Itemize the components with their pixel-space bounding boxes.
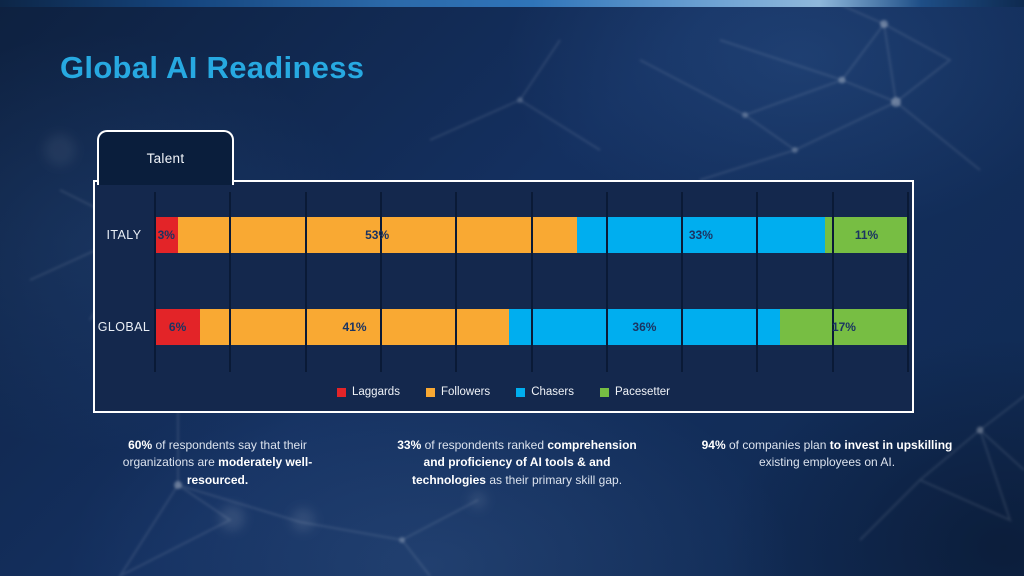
callout-text-bold: moderately well-resourced. bbox=[186, 455, 313, 487]
legend-item-chasers: Chasers bbox=[516, 386, 574, 398]
bar-segment-followers-global: 41% bbox=[200, 309, 509, 345]
legend-swatch bbox=[425, 387, 435, 397]
callout-text-bold: 60% bbox=[128, 438, 153, 452]
legend-label: Pacesetter bbox=[615, 386, 670, 398]
gridline bbox=[154, 192, 156, 372]
bar-segment-pacesetter-italy: 11% bbox=[825, 217, 908, 253]
value-label: 41% bbox=[342, 320, 367, 334]
callout-1: 60% of respondents say that their organi… bbox=[95, 437, 340, 489]
gridline bbox=[681, 192, 684, 372]
callout-text: of companies plan bbox=[725, 438, 830, 452]
gridline bbox=[756, 192, 759, 372]
callout-text: as their primary skill gap. bbox=[485, 472, 623, 487]
bar-segment-laggards-global: 6% bbox=[155, 309, 201, 345]
page-title: Global AI Readiness bbox=[60, 50, 365, 85]
callout-2: 33% of respondents ranked comprehension … bbox=[393, 437, 641, 489]
chart-legend: Laggards Followers Chasers Pacesetter bbox=[95, 386, 912, 398]
callout-text-bold: to invest in upskilling bbox=[829, 438, 953, 452]
legend-swatch bbox=[337, 387, 346, 397]
callout-text-bold: 94% bbox=[701, 438, 726, 452]
value-label: 11% bbox=[854, 228, 879, 242]
callout-text: of respondents say that their organizati… bbox=[122, 438, 307, 470]
callout-3: 94% of companies plan to invest in upski… bbox=[693, 437, 961, 472]
bar-segment-laggards-italy: 3% bbox=[155, 217, 178, 253]
legend-item-laggards: Laggards bbox=[337, 386, 400, 398]
bar-segment-chasers-italy: 33% bbox=[576, 217, 826, 253]
value-label: 33% bbox=[688, 228, 713, 242]
tab-talent-label: Talent bbox=[146, 151, 185, 166]
category-label: GLOBAL bbox=[97, 320, 151, 334]
gridline bbox=[304, 192, 307, 372]
callout-text-bold: 33% bbox=[397, 438, 422, 452]
bar-segment-followers-italy: 53% bbox=[177, 217, 577, 253]
gridline bbox=[831, 192, 834, 372]
gridline bbox=[907, 192, 909, 372]
tab-talent[interactable]: Talent bbox=[97, 130, 234, 185]
gridline bbox=[455, 192, 458, 372]
gridline bbox=[379, 192, 382, 372]
legend-item-followers: Followers bbox=[425, 386, 491, 398]
value-label: 17% bbox=[831, 320, 856, 334]
gridline bbox=[530, 192, 533, 372]
legend-label: Followers bbox=[440, 386, 491, 398]
chart-panel: ITALY 3% 53% 33% 11% GLOBAL 6% 41% 36% 17% Laggar… bbox=[93, 180, 914, 413]
callout-text-bold: comprehension and proficiency of AI tool… bbox=[411, 438, 637, 487]
value-label: 6% bbox=[168, 320, 187, 334]
legend-label: Chasers bbox=[531, 386, 575, 398]
plot-area: ITALY 3% 53% 33% 11% GLOBAL 6% 41% 36% 17% bbox=[98, 192, 909, 372]
legend-swatch bbox=[600, 387, 610, 397]
gridline bbox=[229, 192, 232, 372]
value-label: 36% bbox=[632, 320, 657, 334]
callout-text: of respondents ranked bbox=[421, 438, 548, 452]
bar-segment-chasers-global: 36% bbox=[508, 309, 780, 345]
category-label: ITALY bbox=[106, 228, 142, 242]
legend-item-pacesetter: Pacesetter bbox=[600, 386, 670, 398]
value-label: 3% bbox=[157, 228, 175, 242]
bar-segment-pacesetter-global: 17% bbox=[779, 309, 908, 345]
gridline bbox=[605, 192, 608, 372]
legend-swatch bbox=[516, 387, 526, 397]
slide-top-accent-strip bbox=[0, 0, 1024, 7]
callout-text: existing employees on AI. bbox=[758, 455, 896, 470]
value-label: 53% bbox=[365, 228, 390, 242]
legend-label: Laggards bbox=[352, 386, 400, 398]
